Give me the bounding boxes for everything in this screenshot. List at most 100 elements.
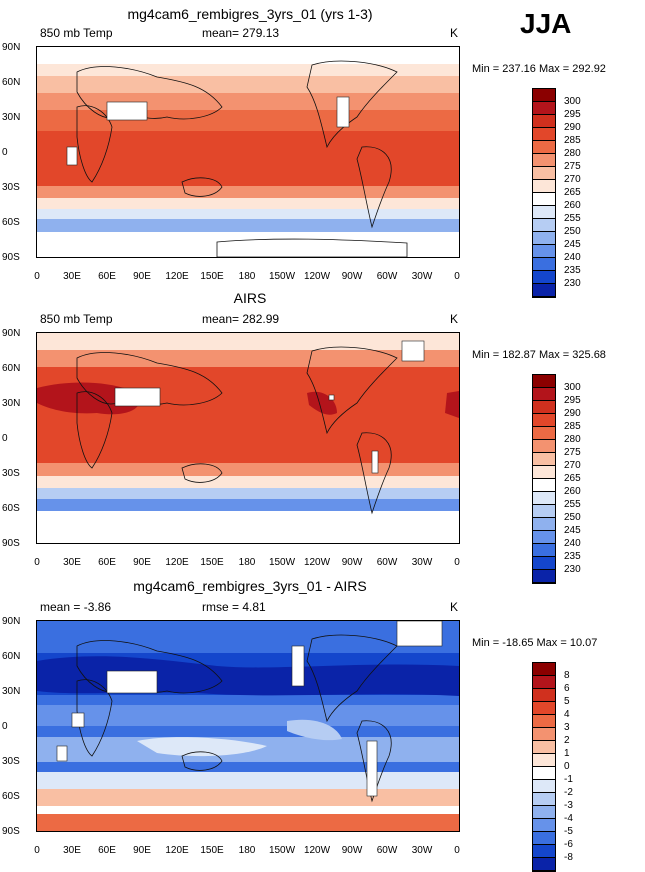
lon-label: 90E bbox=[133, 271, 151, 282]
colorbar bbox=[532, 374, 556, 584]
colorbar bbox=[532, 662, 556, 872]
min-max-label: Min = 182.87 Max = 325.68 bbox=[472, 349, 606, 361]
colorbar-label: 250 bbox=[564, 226, 581, 237]
lon-label: 30W bbox=[411, 845, 433, 856]
colorbar-swatch bbox=[533, 401, 555, 414]
colorbar-swatch bbox=[533, 440, 555, 453]
lon-label: 0 bbox=[454, 845, 460, 856]
lon-label: 90E bbox=[133, 557, 151, 568]
lon-label: 60W bbox=[376, 557, 398, 568]
lon-label: 0 bbox=[34, 557, 40, 568]
map-plot bbox=[36, 46, 460, 258]
colorbar-swatch bbox=[533, 388, 555, 401]
colorbar-label: 1 bbox=[564, 748, 570, 759]
colorbar-swatch bbox=[533, 128, 555, 141]
lat-label: 0 bbox=[2, 433, 8, 444]
colorbar-label: 2 bbox=[564, 735, 570, 746]
colorbar-label: 245 bbox=[564, 525, 581, 536]
colorbar-swatch bbox=[533, 505, 555, 518]
min-max-label: Min = 237.16 Max = 292.92 bbox=[472, 63, 606, 75]
colorbar-label: 270 bbox=[564, 460, 581, 471]
lon-label: 90W bbox=[341, 557, 363, 568]
colorbar-label: -1 bbox=[564, 774, 573, 785]
lat-label: 90N bbox=[2, 328, 21, 339]
colorbar-swatch bbox=[533, 806, 555, 819]
lon-label: 180 bbox=[238, 557, 256, 568]
units-label: K bbox=[450, 26, 459, 40]
lon-label: 60E bbox=[98, 271, 116, 282]
units-label: K bbox=[450, 312, 459, 326]
lat-label: 30S bbox=[2, 756, 20, 767]
rmse-label: rmse = 4.81 bbox=[202, 600, 266, 614]
lon-label: 120W bbox=[303, 845, 331, 856]
colorbar-label: 235 bbox=[564, 265, 581, 276]
variable-label: 850 mb Temp bbox=[40, 312, 113, 326]
lat-label: 0 bbox=[2, 147, 8, 158]
lon-label: 120E bbox=[165, 845, 189, 856]
coastline-overlay bbox=[37, 340, 459, 515]
lon-label: 150W bbox=[268, 845, 296, 856]
units-label: K bbox=[450, 600, 459, 614]
lon-label: 90W bbox=[341, 271, 363, 282]
colorbar-swatch bbox=[533, 206, 555, 219]
colorbar-swatch bbox=[533, 663, 555, 676]
colorbar-label: 6 bbox=[564, 683, 570, 694]
colorbar-swatch bbox=[533, 728, 555, 741]
colorbar-swatch bbox=[533, 780, 555, 793]
lat-label: 90N bbox=[2, 616, 21, 627]
colorbar-swatch bbox=[533, 193, 555, 206]
colorbar-label: 280 bbox=[564, 148, 581, 159]
colorbar-swatch bbox=[533, 702, 555, 715]
lat-label: 60N bbox=[2, 77, 21, 88]
lat-label: 60N bbox=[2, 363, 21, 374]
lon-label: 180 bbox=[238, 845, 256, 856]
colorbar-label: 240 bbox=[564, 252, 581, 263]
colorbar-swatch bbox=[533, 832, 555, 845]
colorbar-swatch bbox=[533, 492, 555, 505]
lon-label: 120W bbox=[303, 271, 331, 282]
lon-label: 30W bbox=[411, 557, 433, 568]
lon-label: 0 bbox=[454, 557, 460, 568]
map-plot bbox=[36, 332, 460, 544]
colorbar-swatch bbox=[533, 89, 555, 102]
colorbar-label: -4 bbox=[564, 813, 573, 824]
lon-label: 30E bbox=[63, 557, 81, 568]
colorbar-swatch bbox=[533, 453, 555, 466]
colorbar-label: 5 bbox=[564, 696, 570, 707]
colorbar-label: 265 bbox=[564, 187, 581, 198]
lon-label: 90E bbox=[133, 845, 151, 856]
colorbar bbox=[532, 88, 556, 298]
mean-label: mean= 282.99 bbox=[202, 312, 280, 326]
coastline-overlay bbox=[66, 60, 408, 257]
colorbar-swatch bbox=[533, 557, 555, 570]
colorbar-label: 8 bbox=[564, 670, 570, 681]
colorbar-swatch bbox=[533, 466, 555, 479]
colorbar-label: 270 bbox=[564, 174, 581, 185]
colorbar-label: -5 bbox=[564, 826, 573, 837]
lat-label: 60N bbox=[2, 651, 21, 662]
colorbar-swatch bbox=[533, 479, 555, 492]
lon-label: 60W bbox=[376, 845, 398, 856]
lon-label: 120W bbox=[303, 557, 331, 568]
colorbar-swatch bbox=[533, 767, 555, 780]
colorbar-label: 295 bbox=[564, 109, 581, 120]
colorbar-swatch bbox=[533, 793, 555, 806]
lon-label: 120E bbox=[165, 271, 189, 282]
colorbar-swatch bbox=[533, 531, 555, 544]
lat-label: 30N bbox=[2, 398, 21, 409]
lat-label: 90S bbox=[2, 826, 20, 837]
lat-label: 60S bbox=[2, 791, 20, 802]
colorbar-label: 260 bbox=[564, 486, 581, 497]
colorbar-label: 275 bbox=[564, 447, 581, 458]
lon-label: 0 bbox=[454, 271, 460, 282]
lon-label: 60W bbox=[376, 271, 398, 282]
colorbar-swatch bbox=[533, 858, 555, 871]
colorbar-swatch bbox=[533, 544, 555, 557]
colorbar-label: 275 bbox=[564, 161, 581, 172]
lat-label: 30N bbox=[2, 686, 21, 697]
colorbar-label: 300 bbox=[564, 382, 581, 393]
lon-label: 0 bbox=[34, 845, 40, 856]
colorbar-label: -3 bbox=[564, 800, 573, 811]
colorbar-swatch bbox=[533, 271, 555, 284]
colorbar-label: 250 bbox=[564, 512, 581, 523]
